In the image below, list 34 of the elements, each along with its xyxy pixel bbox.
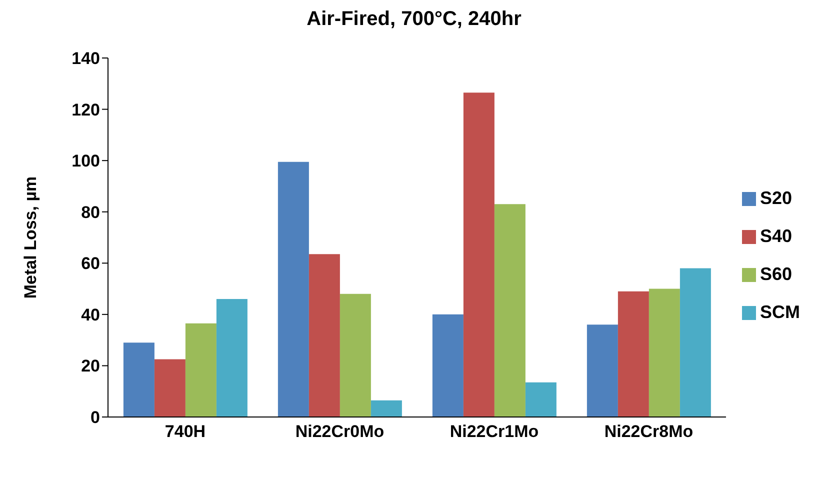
bar: [463, 92, 494, 417]
y-tick-label: 60: [81, 254, 100, 274]
bar: [154, 359, 186, 417]
x-tick-label: Ni22Cr0Mo: [295, 422, 384, 442]
bar: [278, 162, 309, 417]
x-tick-label: Ni22Cr8Mo: [604, 422, 694, 442]
bar: [648, 288, 680, 417]
bar: [123, 342, 154, 417]
chart-title: Air-Fired, 700°C, 240hr: [306, 8, 522, 32]
y-axis-title: Metal Loss, µm: [21, 176, 40, 299]
legend-label: SCM: [760, 302, 800, 322]
bar: [618, 291, 649, 417]
legend-label: S60: [760, 264, 792, 284]
bar: [432, 314, 464, 417]
bar: [525, 382, 556, 417]
y-tick-label: 80: [81, 202, 100, 222]
y-tick-label: 40: [81, 305, 100, 324]
y-tick-label: 140: [72, 49, 100, 68]
bar: [308, 254, 340, 417]
legend-label: S40: [760, 226, 792, 246]
x-tick-label: Ni22Cr1Mo: [450, 422, 539, 442]
bar: [216, 299, 248, 417]
y-tick-label: 100: [72, 152, 100, 171]
bar: [340, 294, 371, 417]
bar: [680, 268, 711, 417]
y-tick-label: 20: [81, 356, 100, 376]
x-tick-label: 740H: [164, 422, 206, 442]
y-tick-label: 120: [72, 100, 100, 120]
y-tick-label: 0: [90, 408, 100, 428]
legend-label: S20: [760, 188, 792, 208]
bar: [494, 204, 526, 417]
bar: [370, 400, 402, 417]
bar: [185, 323, 216, 417]
bar: [586, 324, 618, 417]
